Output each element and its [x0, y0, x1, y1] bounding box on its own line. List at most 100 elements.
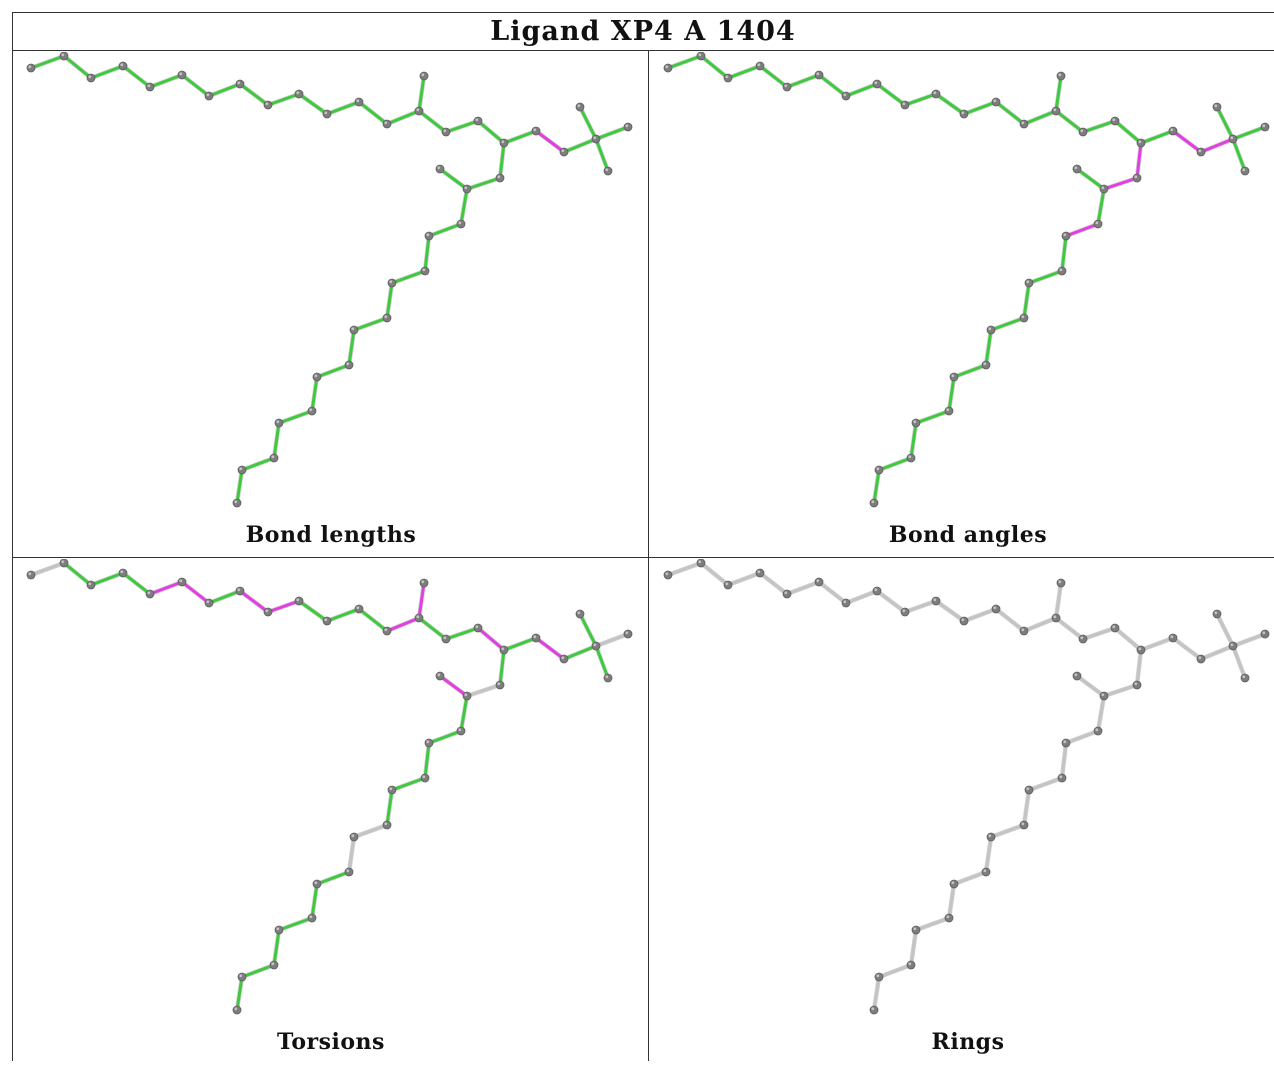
bond	[1064, 222, 1100, 238]
bond	[989, 823, 1026, 839]
atom	[499, 138, 509, 148]
atom	[274, 418, 284, 428]
bond	[872, 975, 881, 1012]
atom-highlight	[843, 600, 847, 604]
figure-frame	[12, 12, 1274, 1061]
atom	[322, 109, 332, 119]
atom	[1136, 138, 1146, 148]
atom	[1196, 147, 1206, 157]
atom-highlight	[1095, 221, 1099, 225]
bond	[1054, 616, 1085, 641]
atom-highlight	[389, 280, 393, 284]
atom-highlight	[1026, 280, 1030, 284]
atom-highlight	[1138, 140, 1142, 144]
bond	[578, 612, 598, 648]
atom-highlight	[1059, 268, 1063, 272]
atom-highlight	[698, 53, 702, 57]
atom-highlight	[421, 73, 425, 77]
bond	[1139, 636, 1175, 652]
atom	[441, 127, 451, 137]
atom	[723, 580, 733, 590]
atom-highlight	[1230, 136, 1234, 140]
bond	[1054, 109, 1085, 134]
atom-highlight	[1198, 149, 1202, 153]
atom-highlight	[389, 787, 393, 791]
atom	[26, 63, 36, 73]
atom-highlight	[871, 1007, 875, 1011]
bond	[121, 571, 152, 596]
bond	[1027, 776, 1064, 792]
bond	[1075, 167, 1106, 191]
bond	[844, 82, 879, 98]
bond	[315, 363, 351, 379]
atom	[177, 577, 187, 587]
atom-highlight	[28, 65, 32, 69]
atom-highlight	[902, 609, 906, 613]
atom-highlight	[1026, 787, 1030, 791]
atom	[900, 607, 910, 617]
atom-highlight	[416, 615, 420, 619]
vertical-divider	[648, 51, 649, 1061]
bond	[352, 823, 389, 839]
panel-bond-lengths: Bond lengths	[13, 52, 649, 558]
atom	[959, 616, 969, 626]
atom	[931, 596, 941, 606]
bond	[417, 616, 448, 641]
bond	[1231, 632, 1267, 648]
bond	[1199, 137, 1235, 154]
atom-highlight	[757, 570, 761, 574]
atom	[456, 726, 466, 736]
atom	[344, 867, 354, 877]
atom-highlight	[309, 915, 313, 919]
atom	[382, 820, 392, 830]
atom	[1110, 623, 1120, 633]
bond	[1199, 644, 1235, 661]
atom-highlight	[871, 500, 875, 504]
atom	[307, 406, 317, 416]
atom-highlight	[1242, 675, 1246, 679]
atom-highlight	[61, 53, 65, 57]
bond	[148, 73, 184, 89]
bond	[266, 599, 301, 614]
bond	[417, 581, 426, 620]
bond	[310, 375, 319, 413]
atom-highlight	[1262, 631, 1266, 635]
atom	[1099, 691, 1109, 701]
atom-highlight	[757, 63, 761, 67]
atom-highlight	[1214, 104, 1218, 108]
atom	[944, 913, 954, 923]
bond	[534, 129, 566, 154]
atom	[1132, 173, 1142, 183]
atom	[1024, 278, 1034, 288]
atom	[696, 559, 706, 568]
bond	[534, 636, 566, 661]
atom-highlight	[1074, 673, 1078, 677]
atom	[232, 1005, 242, 1015]
bond	[914, 916, 951, 932]
bond	[502, 129, 538, 145]
atom-highlight	[356, 99, 360, 103]
atom-highlight	[497, 682, 501, 686]
atom	[387, 278, 397, 288]
atom	[1019, 313, 1029, 323]
bond	[266, 92, 301, 107]
atom-highlight	[1134, 175, 1138, 179]
bond	[1022, 788, 1031, 827]
atom-highlight	[239, 974, 243, 978]
atom-highlight	[351, 834, 355, 838]
atom-highlight	[1021, 628, 1025, 632]
atom-highlight	[988, 834, 992, 838]
atom	[1019, 626, 1029, 636]
atom	[841, 91, 851, 101]
bond	[89, 571, 125, 587]
atom	[1212, 609, 1222, 619]
bond	[235, 468, 244, 505]
bond	[498, 648, 506, 687]
atom-highlight	[665, 65, 669, 69]
atom	[414, 106, 424, 116]
title-bar: Ligand XP4 A 1404	[12, 12, 1274, 51]
atom-highlight	[913, 420, 917, 424]
atom	[349, 325, 359, 335]
atom	[723, 73, 733, 83]
bond	[1022, 281, 1031, 320]
